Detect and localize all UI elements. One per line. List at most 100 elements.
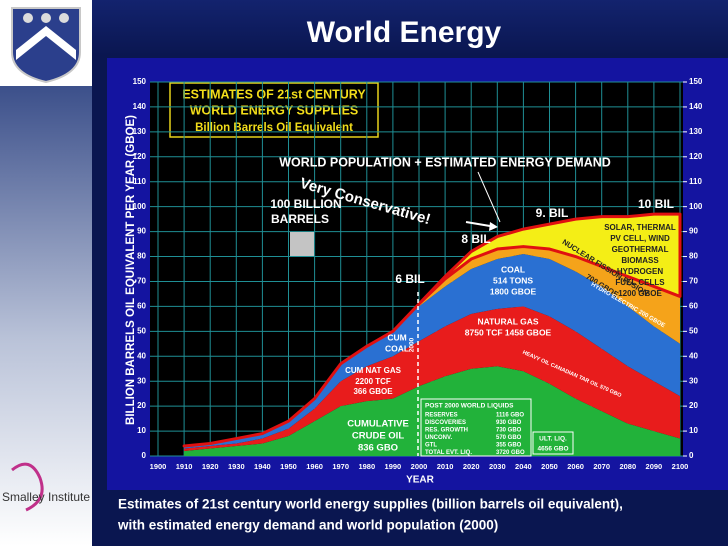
chart-title: ESTIMATES OF 21st CENTURY: [182, 87, 366, 101]
y2-tick-label: 100: [689, 202, 703, 211]
x-tick-label: 1990: [385, 462, 402, 471]
annotation: PV CELL, WIND: [610, 234, 670, 243]
annotation: 100 BILLION: [270, 197, 341, 211]
barrels-square: [290, 232, 314, 256]
crest: [11, 7, 81, 84]
annotation: CUMULATIVE: [347, 419, 409, 430]
y2-tick-label: 140: [689, 102, 703, 111]
title-bar: [0, 0, 728, 56]
annotation: 366 GBOE: [353, 387, 393, 396]
chart-title: WORLD ENERGY SUPPLIES: [190, 103, 359, 117]
ult-box: [532, 431, 574, 455]
y2-tick-label: 20: [689, 401, 698, 410]
x-tick-label: 1910: [176, 462, 193, 471]
y2-tick-label: 60: [689, 302, 698, 311]
annotation: CUM: [387, 332, 406, 342]
y2-tick-label: 50: [689, 326, 698, 335]
liquids-cell: DISCOVERIES: [425, 420, 466, 426]
y2-tick-label: 10: [689, 426, 698, 435]
annotation: 1200 GBOE: [618, 289, 662, 298]
annotation: FUEL CELLS: [615, 278, 665, 287]
x-tick-label: 1980: [358, 462, 375, 471]
annotation: NATURAL GAS: [477, 316, 538, 326]
x-tick-label: 1930: [228, 462, 245, 471]
x-tick-label: 2020: [463, 462, 480, 471]
annotation: 6 BIL: [395, 272, 424, 286]
y-tick-label: 110: [133, 177, 146, 186]
x-tick-label: 2070: [593, 462, 610, 471]
annotation: COAL: [385, 343, 409, 353]
y2-tick-label: 90: [689, 227, 698, 236]
x-tick-label: 2100: [672, 462, 689, 471]
annotation: SOLAR, THERMAL: [604, 223, 676, 232]
left-column: [0, 85, 92, 546]
area-band: [184, 306, 680, 452]
y-tick-label: 50: [137, 326, 146, 335]
y-tick-label: 150: [133, 77, 147, 86]
y-tick-label: 20: [137, 401, 146, 410]
y-tick-label: 30: [137, 376, 146, 385]
area-band: [184, 254, 680, 449]
liquids-cell: 930 GBO: [496, 420, 522, 426]
annotation: GEOTHERMAL: [612, 245, 669, 254]
x-tick-label: 2030: [489, 462, 506, 471]
x-tick-label: 1900: [150, 462, 167, 471]
annotation: ULT. LIQ.: [539, 436, 567, 443]
x-tick-label: 1950: [280, 462, 297, 471]
y-tick-label: 140: [133, 102, 147, 111]
liquids-cell: TOTAL EVT. LIQ.: [425, 450, 472, 456]
annotation: CRUDE OIL: [352, 431, 404, 442]
arrow: [465, 221, 491, 227]
annotation: 2000: [409, 337, 416, 352]
annotation: 8750 TCF 1458 GBOE: [465, 327, 552, 337]
x-tick-label: 2090: [646, 462, 663, 471]
logo-swoosh: [11, 462, 44, 512]
y-tick-label: 100: [133, 202, 147, 211]
annotation: 4656 GBO: [537, 446, 568, 453]
plot: [150, 81, 683, 457]
annotation: COAL: [501, 264, 525, 274]
y-tick-label: 130: [133, 127, 147, 136]
annotation: 8 BIL: [461, 232, 490, 246]
y2-tick-label: 70: [689, 277, 698, 286]
annotation: BARRELS: [271, 212, 329, 226]
liquids-cell: 355 GBO: [496, 443, 522, 449]
annotation: BIOMASS: [621, 256, 659, 265]
x-tick-label: 1920: [202, 462, 219, 471]
caption-line: Estimates of 21st century world energy s…: [118, 497, 623, 512]
y2-tick-label: 130: [689, 127, 703, 136]
x-tick-label: 1940: [254, 462, 271, 471]
liquids-cell: GTL: [425, 443, 437, 449]
annotation: 9. BIL: [536, 206, 569, 220]
x-tick-label: 2060: [567, 462, 584, 471]
liquids-box: [420, 398, 532, 457]
area-band: [182, 212, 682, 448]
annotation: 10 BIL: [638, 197, 674, 211]
y-tick-label: 0: [142, 451, 147, 460]
y-tick-label: 120: [133, 152, 147, 161]
y-tick-label: 40: [137, 351, 146, 360]
annotation: CUM NAT GAS: [345, 366, 402, 375]
y-tick-label: 90: [137, 227, 146, 236]
liquids-cell: UNCONV.: [425, 435, 452, 441]
chart-subtitle: Billion Barrels Oil Equivalent: [195, 122, 353, 134]
logo-text: Smalley Institute: [2, 490, 90, 504]
liquids-title: POST 2000 WORLD LIQUIDS: [425, 403, 514, 410]
y-tick-label: 60: [137, 302, 146, 311]
y2-tick-label: 80: [689, 252, 698, 261]
liquids-cell: 1116 GBO: [496, 413, 524, 419]
y2-tick-label: 150: [689, 77, 703, 86]
liquids-cell: RES. GROWTH: [425, 428, 468, 434]
x-tick-label: 2010: [437, 462, 454, 471]
annotation: WORLD POPULATION + ESTIMATED ENERGY DEMA…: [279, 155, 611, 169]
pointer: [477, 171, 501, 223]
y2-tick-label: 30: [689, 376, 698, 385]
x-tick-label: 1960: [306, 462, 323, 471]
annotation: 514 TONS: [493, 275, 533, 285]
y2-tick-label: 40: [689, 351, 698, 360]
chart-title-box: [169, 82, 379, 138]
liquids-cell: 570 GBO: [496, 435, 522, 441]
x-tick-label: 2040: [515, 462, 532, 471]
